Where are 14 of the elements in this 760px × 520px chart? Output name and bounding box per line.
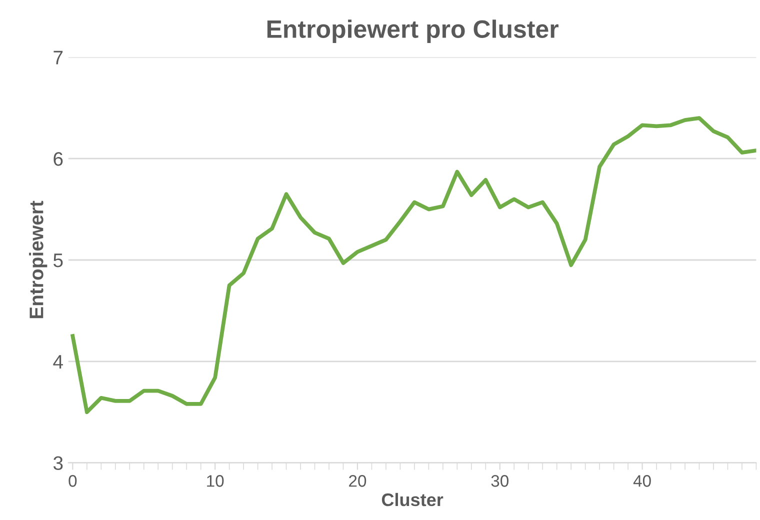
line-series bbox=[70, 116, 756, 414]
y-tick-label: 5 bbox=[54, 254, 63, 268]
y-axis-title: Entropiewert bbox=[29, 200, 48, 318]
y-tick-label: 3 bbox=[53, 456, 63, 470]
x-tick-label: 0 bbox=[68, 475, 77, 487]
x-tick-label: 20 bbox=[349, 475, 366, 487]
x-tick-label: 40 bbox=[633, 475, 651, 487]
y-tick-label: 6 bbox=[54, 152, 63, 166]
y-tick-label: 7 bbox=[54, 50, 63, 64]
x-tick-label: 10 bbox=[207, 475, 224, 487]
x-tick-label: 30 bbox=[491, 475, 508, 487]
chart-title: Entropiewert pro Cluster bbox=[267, 20, 558, 43]
x-axis-title: Cluster bbox=[382, 492, 444, 506]
y-tick-label: 4 bbox=[53, 355, 63, 368]
